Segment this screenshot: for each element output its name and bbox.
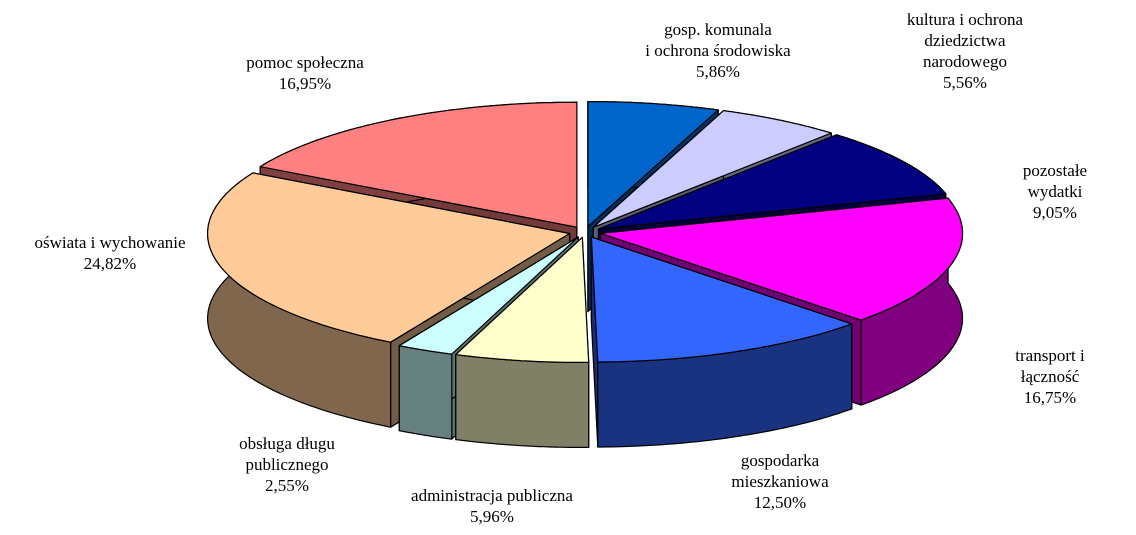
slice-top — [597, 134, 947, 230]
slice-label: oświata i wychowanie 24,82% — [34, 232, 185, 274]
slice-top — [587, 100, 719, 228]
slice-value: 16,95% — [278, 74, 332, 93]
slice-value: 9,05% — [1033, 203, 1077, 222]
slice-name: gospodarka mieszkaniowa — [731, 451, 829, 491]
slice-value: 24,82% — [83, 254, 137, 273]
slice-top — [590, 236, 853, 363]
slice-label: obsługa długu publicznego 2,55% — [239, 433, 335, 496]
slice-value: 12,50% — [753, 493, 807, 512]
slice-top — [592, 109, 832, 228]
slice-name: transport i łączność — [1015, 346, 1085, 386]
slice-value: 5,96% — [470, 507, 514, 526]
slice-name: gosp. komunala i ochrona środowiska — [645, 20, 791, 60]
slice-top — [259, 101, 578, 228]
pie-slice — [590, 236, 853, 448]
slice-name: oświata i wychowanie — [34, 233, 186, 252]
slice-label: gosp. komunala i ochrona środowiska 5,86% — [645, 19, 790, 82]
slice-name: pomoc społeczna — [246, 53, 364, 72]
slice-value: 5,56% — [943, 73, 987, 92]
slice-value: 5,86% — [696, 62, 740, 81]
slice-label: pomoc społeczna 16,95% — [246, 52, 364, 94]
slice-label: kultura i ochrona dziedzictwa narodowego… — [907, 9, 1023, 93]
slice-label: gospodarka mieszkaniowa 12,50% — [731, 450, 828, 513]
slice-value: 16,75% — [1023, 388, 1077, 407]
slice-name: kultura i ochrona dziedzictwa narodowego — [906, 10, 1024, 71]
pie-slice — [455, 236, 590, 448]
slice-top — [207, 172, 571, 343]
slice-name: obsługa długu publicznego — [239, 434, 335, 474]
slice-value: 2,55% — [265, 476, 309, 495]
slice-top — [455, 236, 590, 363]
slice-label: pozostałe wydatki 9,05% — [1015, 160, 1096, 223]
slice-label: administracja publiczna 5,96% — [411, 485, 573, 527]
slice-name: administracja publiczna — [411, 486, 573, 505]
slice-top — [599, 197, 964, 321]
slice-outer-side — [455, 354, 590, 448]
slice-outer-side — [398, 345, 453, 440]
slice-top — [398, 236, 579, 355]
slice-label: transport i łączność 16,75% — [1007, 345, 1093, 408]
slice-name: pozostałe wydatki — [1022, 161, 1088, 201]
